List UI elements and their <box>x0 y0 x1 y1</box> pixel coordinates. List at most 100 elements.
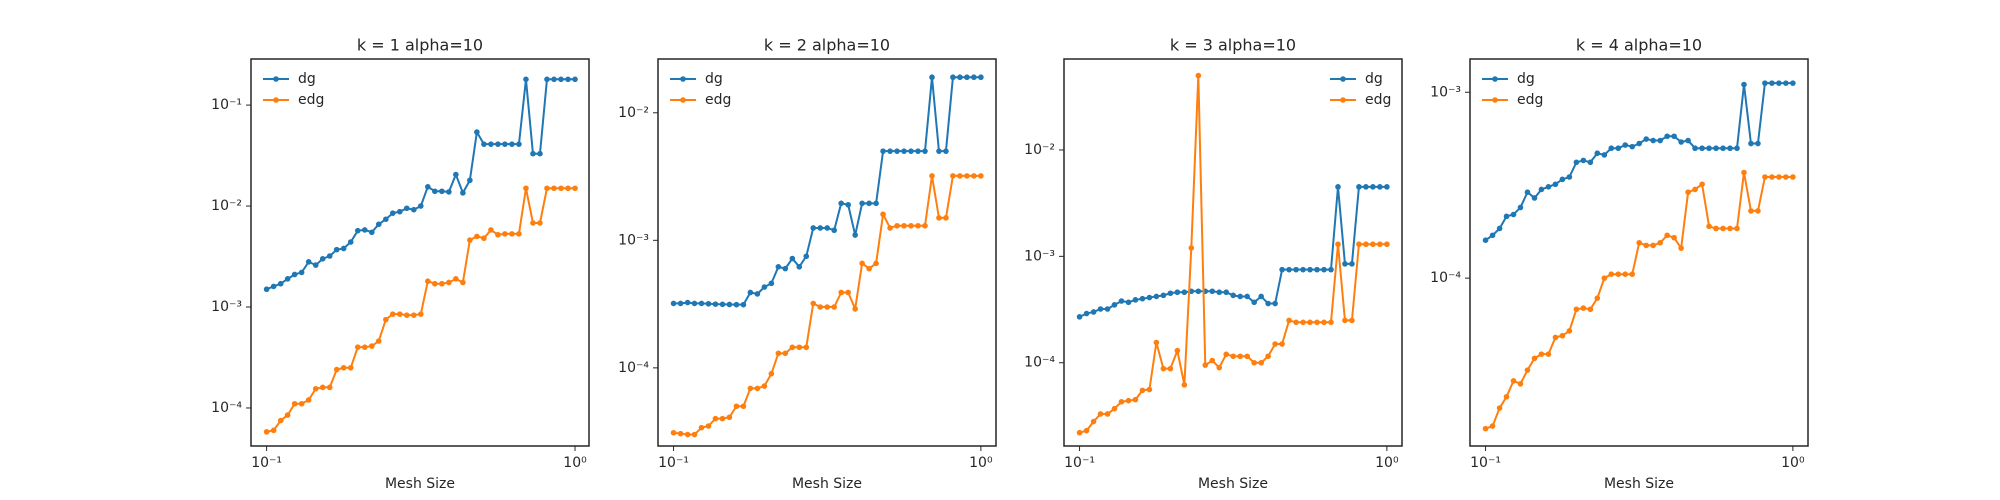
data-point <box>901 148 907 154</box>
data-point <box>810 225 817 231</box>
data-point <box>263 286 270 293</box>
data-point <box>1342 317 1348 324</box>
x-axis-label: Mesh Size <box>1604 476 1674 492</box>
data-point <box>537 150 543 157</box>
data-point <box>432 188 438 195</box>
data-point <box>1118 298 1125 304</box>
data-point <box>1517 381 1524 387</box>
data-point <box>1349 261 1355 267</box>
data-point <box>1272 341 1278 347</box>
x-tick-label: 10⁻¹ <box>658 455 689 471</box>
data-point <box>418 203 424 209</box>
data-point <box>1300 266 1306 273</box>
data-point <box>1636 239 1643 246</box>
data-point <box>1139 295 1146 302</box>
data-point <box>1363 241 1369 248</box>
data-point <box>1762 80 1768 86</box>
data-point <box>333 366 340 373</box>
data-point <box>831 304 837 310</box>
data-point <box>957 173 963 179</box>
data-point <box>1265 300 1271 307</box>
data-point <box>1580 305 1587 311</box>
data-point <box>894 148 900 154</box>
subplot: k = 2 alpha=10 Mesh Size 10⁻¹ 10⁰ 10⁻⁴ 10⁻³ 10… <box>618 36 997 492</box>
data-point <box>922 148 928 154</box>
data-point <box>474 129 480 135</box>
data-point <box>368 229 375 236</box>
data-point <box>1209 357 1216 364</box>
data-point <box>824 304 831 310</box>
data-point <box>1678 245 1684 251</box>
data-point <box>340 364 347 371</box>
data-point <box>425 184 431 190</box>
legend-label: edg <box>705 92 731 108</box>
data-point <box>1307 319 1313 326</box>
data-point <box>516 231 522 237</box>
data-point <box>1720 225 1726 232</box>
data-point <box>789 255 796 262</box>
axes-frame <box>1469 58 1809 447</box>
data-point <box>1573 306 1580 313</box>
data-point <box>1314 266 1320 273</box>
data-point <box>978 74 984 81</box>
data-point <box>957 74 963 81</box>
data-point <box>1195 72 1202 79</box>
data-point <box>1349 317 1355 324</box>
x-axis-label: Mesh Size <box>792 476 862 492</box>
data-point <box>1384 184 1390 190</box>
y-tick-label: 10⁻² <box>1024 142 1055 158</box>
data-point <box>291 400 298 407</box>
data-point <box>1741 169 1747 176</box>
y-tick-label: 10⁻⁴ <box>1430 270 1461 286</box>
data-point <box>1489 232 1496 239</box>
data-point <box>1251 359 1257 366</box>
data-point <box>1237 353 1243 360</box>
data-point <box>845 201 851 208</box>
data-point <box>1559 332 1566 339</box>
data-point <box>1699 145 1705 152</box>
data-point <box>880 211 886 218</box>
data-point <box>263 429 270 435</box>
legend-marker <box>1492 76 1498 82</box>
x-tick-label: 10⁻¹ <box>1470 455 1501 471</box>
data-point <box>305 259 312 265</box>
data-point <box>817 304 824 310</box>
data-point <box>936 148 942 154</box>
data-point <box>859 200 865 207</box>
data-point <box>698 424 705 431</box>
data-point <box>775 350 782 357</box>
data-point <box>1076 429 1083 436</box>
data-point <box>1328 319 1334 326</box>
data-point <box>368 343 375 349</box>
data-point <box>1769 174 1775 180</box>
data-point <box>1650 242 1656 249</box>
data-point <box>1587 159 1594 166</box>
data-point <box>915 148 921 154</box>
data-point <box>1594 295 1601 301</box>
data-point <box>1629 271 1636 278</box>
data-point <box>789 344 796 351</box>
data-point <box>396 311 403 317</box>
data-point <box>1720 145 1726 152</box>
data-point <box>726 414 733 421</box>
data-point <box>411 206 417 213</box>
data-point <box>803 253 810 260</box>
data-point <box>866 265 872 272</box>
data-point <box>1356 241 1362 248</box>
series-line <box>1485 172 1793 430</box>
axes-frame <box>657 58 997 447</box>
data-point <box>1608 145 1615 152</box>
data-point <box>1139 387 1146 394</box>
data-point <box>684 431 691 438</box>
data-point <box>1279 341 1285 347</box>
data-point <box>1132 396 1139 403</box>
data-point <box>383 316 389 323</box>
data-point <box>677 300 684 307</box>
data-point <box>1293 266 1299 273</box>
data-point <box>488 141 494 147</box>
data-point <box>1517 204 1524 211</box>
data-point <box>446 279 452 286</box>
data-point <box>1286 266 1292 273</box>
